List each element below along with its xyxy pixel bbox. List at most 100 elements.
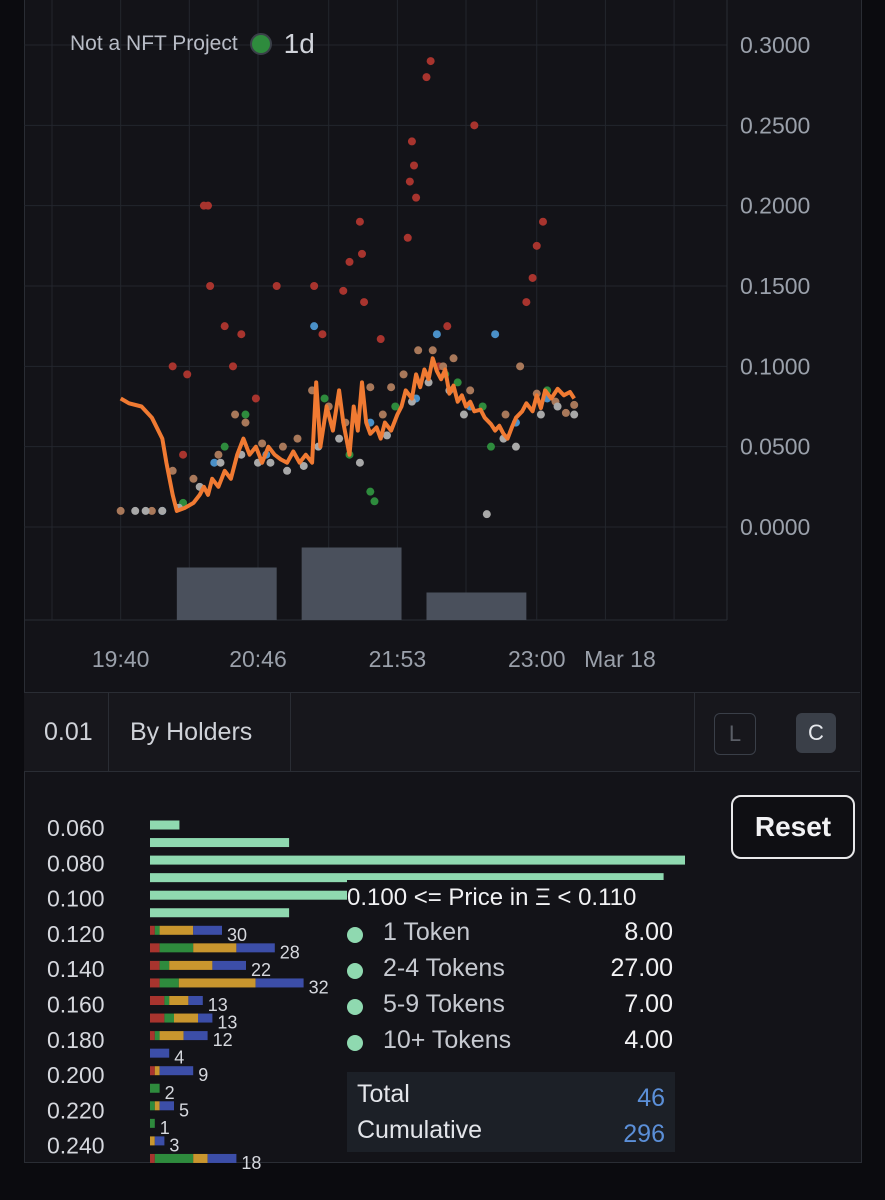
divider [694,693,695,771]
scatter-point [532,241,541,250]
step-size-selector[interactable]: 0.01 [44,717,93,746]
x-axis-ticks: 19:40 20:46 21:53 23:00 Mar 18 [92,646,656,672]
scatter-point [131,506,140,515]
volume-bars [176,547,527,620]
tooltip-title: 0.100 <= Price in Ξ < 0.110 [347,884,637,911]
scatter-point [272,282,281,290]
scatter-point [220,322,229,331]
x-tick-label: 19:40 [92,646,150,672]
scatter-point [428,346,437,355]
series-dot-icon [347,1035,363,1051]
scatter-point [206,282,215,290]
x-tick-label: 21:53 [369,646,427,672]
price-line [119,356,576,513]
tooltip-row-label: 1 Token [383,918,471,946]
scatter-point [482,510,491,519]
tooltip-row: 5-9 Tokens 7.00 [347,990,675,1022]
chart-grid [24,0,728,621]
scatter-point [459,410,468,419]
scatter-point [410,161,419,170]
total-value: 46 [637,1084,665,1112]
scatter-point [241,418,250,427]
scatter-point [536,410,545,419]
scatter-point [299,461,308,470]
scatter-point [168,466,177,475]
scatter-point [501,410,510,419]
tooltip-row-value: 27.00 [610,954,673,982]
scatter-point [266,458,275,467]
scatter-point [237,330,246,339]
scatter-point [241,410,250,419]
total-label: Total [357,1080,410,1108]
x-tick-label: 20:46 [229,646,287,672]
distribution-toolbar: 0.01 By Holders L C [24,692,860,772]
cumulative-button[interactable]: C [796,713,836,753]
scatter-point [345,257,354,266]
scatter-point [210,458,219,467]
tooltip-row-label: 5-9 Tokens [383,990,505,1018]
series-dot-icon [347,963,363,979]
scatter-point [116,506,125,515]
y-tick-label: 0.2500 [740,112,810,138]
scatter-point [561,408,570,417]
scatter-point [141,506,150,515]
legend-status-dot [249,33,272,55]
scatter-point [168,362,177,371]
scatter-point [391,402,400,411]
scatter-point [453,378,462,387]
scatter-point [378,410,387,419]
tooltip-row: 10+ Tokens 4.00 [347,1026,675,1058]
scatter-point [449,354,458,363]
divider [290,693,291,771]
x-tick-label: Mar 18 [584,646,656,672]
scatter-point [528,273,537,282]
scatter-point [382,431,391,440]
scatter-point [318,330,327,339]
scatter-point [407,137,416,146]
x-tick-label: 23:00 [508,646,566,672]
interval-selector[interactable]: 1d [283,28,315,59]
volume-bar [301,547,402,620]
scatter-point [553,402,562,411]
scatter-point [216,458,225,467]
tooltip-row-value: 8.00 [624,918,673,946]
scatter-point [339,286,348,295]
scatter-point [491,330,500,339]
scatter-point [283,466,292,475]
scatter-point [370,497,379,506]
scatter-point [412,193,421,202]
price-chart[interactable]: 0.3000 0.2500 0.2000 0.1500 0.1000 0.0500 0.00… [24,0,860,692]
cumulative-label: Cumulative [357,1116,483,1144]
series-dot-icon [347,999,363,1015]
scatter-point [426,57,435,66]
reset-button[interactable]: Reset [731,795,855,859]
scatter-point [407,397,416,406]
scatter-point [470,121,479,130]
scatter-point [355,458,364,467]
scatter-point [320,394,329,403]
linear-scale-button[interactable]: L [714,713,756,755]
price-line-path [119,356,576,513]
scatter-point [355,217,364,226]
scatter-point [570,400,579,409]
scatter-point [414,346,423,355]
scatter-point [258,439,267,448]
scatter-point [220,442,229,451]
scatter-point [432,330,441,339]
tooltip-row-value: 7.00 [624,990,673,1018]
scatter-point [516,362,525,371]
scatter-point [538,217,547,226]
bucket-tooltip: 0.100 <= Price in Ξ < 0.110 1 Token 8.00… [347,880,677,1152]
scatter-point [387,383,396,392]
y-tick-label: 0.2000 [740,193,810,219]
scatter-point [183,370,192,379]
volume-bar [426,592,527,620]
group-by-selector[interactable]: By Holders [130,717,253,746]
scatter-point [399,370,408,379]
y-tick-label: 0.1000 [740,353,810,379]
scatter-point [293,434,302,443]
cumulative-value: 296 [623,1120,665,1148]
scatter-point [376,335,385,344]
y-tick-label: 0.0000 [740,514,810,540]
scatter-point [158,506,167,515]
